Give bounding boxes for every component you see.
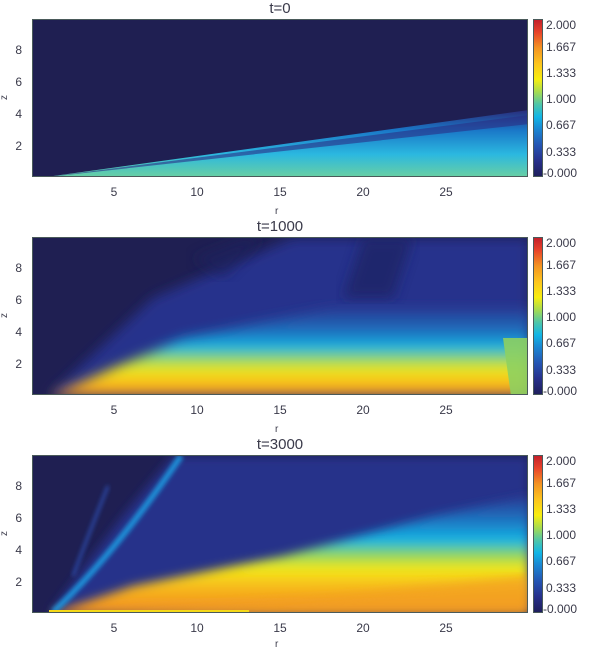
- cbar-tick: 1.000: [546, 528, 577, 542]
- cbar-tick: -0.000: [543, 166, 578, 180]
- panel-t0: t=0 2.000 1.667 1.333 1.000 0.667 0.333 …: [0, 0, 600, 218]
- y-tick: 6: [15, 511, 22, 525]
- panel-title: t=0: [269, 0, 291, 17]
- colorbar: [533, 19, 543, 177]
- x-tick: 25: [439, 621, 453, 635]
- x-tick: 15: [273, 185, 287, 199]
- colorbar: [533, 237, 543, 395]
- x-tick: 15: [273, 403, 287, 417]
- x-tick: 25: [439, 403, 453, 417]
- cbar-tick: 1.000: [546, 92, 577, 106]
- y-tick: 8: [15, 261, 22, 275]
- cbar-tick: -0.000: [543, 602, 578, 616]
- cbar-tick: 0.333: [546, 363, 577, 377]
- cbar-tick: 2.000: [546, 454, 577, 468]
- z-axis-label: z: [0, 95, 10, 100]
- panel-title: t=3000: [256, 436, 304, 453]
- cbar-tick: 2.000: [546, 18, 577, 32]
- cbar-tick: 1.000: [546, 310, 577, 324]
- cbar-tick: 0.667: [546, 118, 577, 132]
- cbar-tick: 1.667: [546, 258, 577, 272]
- cbar-tick: 0.667: [546, 554, 577, 568]
- r-axis-label: r: [275, 424, 279, 435]
- x-tick: 25: [439, 185, 453, 199]
- cbar-tick: 2.000: [546, 236, 577, 250]
- heatmap-plot: [32, 19, 528, 177]
- x-tick: 5: [110, 185, 118, 199]
- y-tick: 4: [15, 543, 22, 557]
- r-axis-label: r: [275, 639, 279, 650]
- cbar-tick: 1.333: [546, 66, 577, 80]
- cbar-tick: 1.667: [546, 40, 577, 54]
- cbar-tick: 1.667: [546, 476, 577, 490]
- y-tick: 2: [15, 575, 22, 589]
- y-tick: 6: [15, 75, 22, 89]
- cbar-tick: 0.333: [546, 145, 577, 159]
- x-tick: 15: [273, 621, 287, 635]
- x-tick: 10: [190, 403, 204, 417]
- x-tick: 10: [190, 185, 204, 199]
- x-tick: 10: [190, 621, 204, 635]
- heatmap-plot: [32, 237, 528, 395]
- z-axis-label: z: [0, 531, 10, 536]
- colorbar: [533, 455, 543, 613]
- y-tick: 4: [15, 325, 22, 339]
- y-tick: 8: [15, 479, 22, 493]
- x-tick: 5: [110, 621, 118, 635]
- cbar-tick: 1.333: [546, 284, 577, 298]
- y-tick: 4: [15, 107, 22, 121]
- cbar-tick: -0.000: [543, 384, 578, 398]
- x-tick: 20: [356, 621, 370, 635]
- y-tick: 8: [15, 43, 22, 57]
- x-tick: 20: [356, 403, 370, 417]
- y-tick: 2: [15, 139, 22, 153]
- heatmap-plot: [32, 455, 528, 613]
- cbar-tick: 0.333: [546, 581, 577, 595]
- y-tick: 6: [15, 293, 22, 307]
- x-tick: 20: [356, 185, 370, 199]
- panel-t1000: t=1000 2.000 1.66: [0, 218, 600, 436]
- panel-title: t=1000: [256, 218, 304, 235]
- cbar-tick: 0.667: [546, 336, 577, 350]
- z-axis-label: z: [0, 313, 10, 318]
- cbar-tick: 1.333: [546, 502, 577, 516]
- r-axis-label: r: [275, 206, 279, 217]
- panel-t3000: t=3000: [0, 436, 600, 654]
- x-tick: 5: [110, 403, 118, 417]
- y-tick: 2: [15, 357, 22, 371]
